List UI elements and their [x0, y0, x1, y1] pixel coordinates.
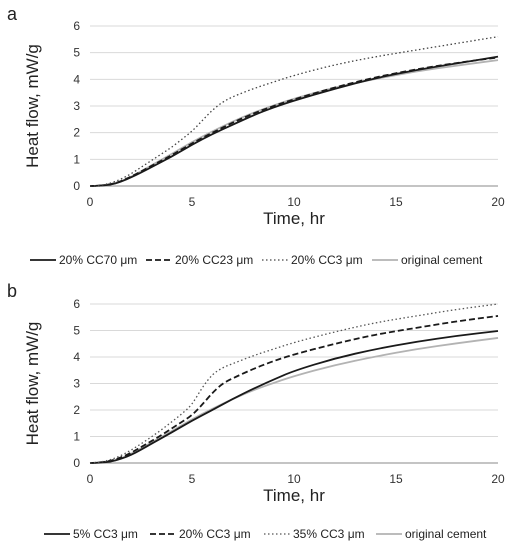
y-tick-label: 6 [73, 297, 80, 311]
chart-panel-b: b 0 1 2 3 4 5 6 0 5 10 15 20 Time, hr Heat flow, mW/g 5… [7, 281, 505, 541]
x-tick-label: 15 [389, 195, 403, 209]
panel-label-a: a [7, 4, 18, 24]
series-line-1 [89, 55, 499, 187]
legend-label: 35% CC3 μm [293, 527, 365, 541]
x-tick-label: 10 [287, 195, 301, 209]
x-tick-label: 20 [491, 195, 505, 209]
legend-label: 20% CC3 μm [291, 253, 363, 267]
y-tick-label: 4 [73, 72, 80, 86]
y-axis-label: Heat flow, mW/g [23, 322, 42, 446]
x-tick-label: 0 [87, 472, 94, 486]
y-tick-label: 5 [73, 46, 80, 60]
series-line-2 [89, 56, 499, 187]
x-tick-label: 5 [189, 472, 196, 486]
y-tick-label: 0 [73, 179, 80, 193]
series-line-2 [89, 315, 499, 464]
y-tick-label: 3 [73, 377, 80, 391]
y-tick-label: 4 [73, 350, 80, 364]
y-tick-label: 1 [73, 430, 80, 444]
legend-label: 20% CC3 μm [179, 527, 251, 541]
x-tick-label: 20 [491, 472, 505, 486]
series-line-3 [89, 36, 499, 187]
x-tick-label: 5 [189, 195, 196, 209]
series-line-3 [89, 303, 499, 464]
y-axis-label: Heat flow, mW/g [23, 44, 42, 168]
legend-a: 20% CC70 μm 20% CC23 μm 20% CC3 μm original… [30, 253, 483, 267]
y-tick-label: 2 [73, 126, 80, 140]
y-tick-label: 0 [73, 456, 80, 470]
x-axis-label: Time, hr [263, 209, 325, 228]
y-tick-label: 5 [73, 324, 80, 338]
y-tick-label: 6 [73, 19, 80, 33]
series-line-1 [89, 330, 499, 464]
x-axis-label: Time, hr [263, 486, 325, 505]
x-tick-label: 0 [87, 195, 94, 209]
chart-panel-a: a 0 1 2 3 4 5 6 0 5 10 15 20 Time, hr Heat flow, mW/g 2… [7, 4, 505, 267]
x-tick-label: 10 [287, 472, 301, 486]
legend-b: 5% CC3 μm 20% CC3 μm 35% CC3 μm original ce… [44, 527, 487, 541]
y-tick-label: 2 [73, 403, 80, 417]
panel-label-b: b [7, 281, 17, 301]
legend-label: original cement [401, 253, 483, 267]
legend-label: 20% CC23 μm [175, 253, 253, 267]
legend-label: 5% CC3 μm [73, 527, 138, 541]
legend-label: 20% CC70 μm [59, 253, 137, 267]
y-tick-label: 3 [73, 99, 80, 113]
legend-label: original cement [405, 527, 487, 541]
y-tick-label: 1 [73, 152, 80, 166]
x-tick-label: 15 [389, 472, 403, 486]
